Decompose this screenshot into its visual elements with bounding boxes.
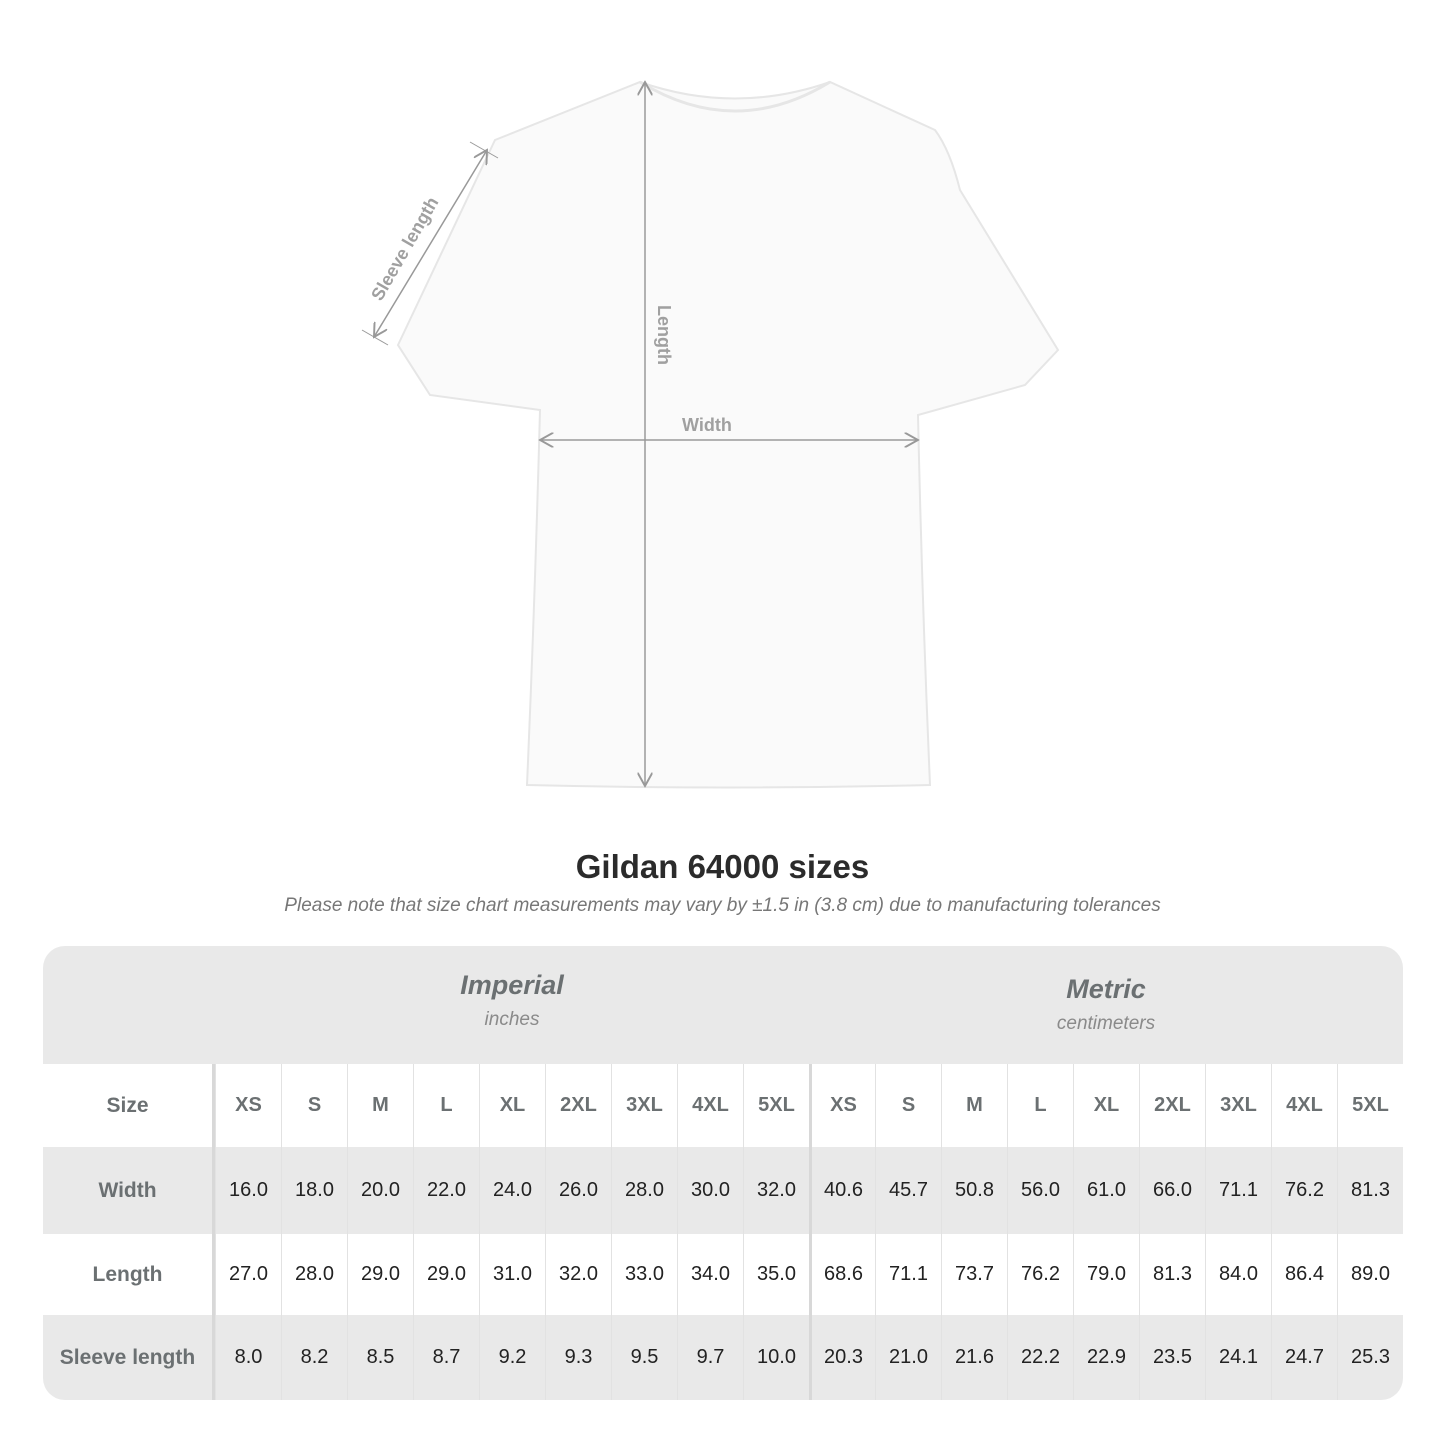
measurement-cell: 10.0	[743, 1315, 809, 1400]
page-title: Gildan 64000 sizes	[575, 848, 870, 885]
size-header-cell: 4XL	[1271, 1064, 1337, 1147]
measurement-cell: 66.0	[1139, 1147, 1205, 1234]
imperial-heading: Imperial	[460, 970, 564, 1000]
measurement-cell: 56.0	[1007, 1147, 1073, 1234]
size-table: Imperial inches Metric centimeters Size X…	[43, 946, 1403, 1400]
size-header-cell: XS	[215, 1064, 281, 1147]
length-label: Length	[654, 305, 674, 365]
measurement-cell: 9.7	[677, 1315, 743, 1400]
measurement-cell: 8.7	[413, 1315, 479, 1400]
size-header-cell: S	[875, 1064, 941, 1147]
measurement-cell: 73.7	[941, 1234, 1007, 1315]
measurement-cell: 18.0	[281, 1147, 347, 1234]
tolerance-note: Please note that size chart measurements…	[284, 895, 1161, 916]
measurement-cell: 23.5	[1139, 1315, 1205, 1400]
size-header-cell: L	[413, 1064, 479, 1147]
measurement-cell: 29.0	[347, 1234, 413, 1315]
sleeve-line	[374, 150, 487, 337]
size-header-cell: M	[347, 1064, 413, 1147]
measurement-cell: 71.1	[1205, 1147, 1271, 1234]
row-label: Width	[43, 1147, 215, 1234]
measurement-cell: 45.7	[875, 1147, 941, 1234]
measurement-cell: 40.6	[809, 1147, 875, 1234]
measurement-cell: 79.0	[1073, 1234, 1139, 1315]
measurement-cell: 16.0	[215, 1147, 281, 1234]
measurement-cell: 22.0	[413, 1147, 479, 1234]
measurement-cell: 32.0	[743, 1147, 809, 1234]
size-header-cell: 3XL	[1205, 1064, 1271, 1147]
measurement-cell: 25.3	[1337, 1315, 1403, 1400]
measurement-cell: 68.6	[809, 1234, 875, 1315]
measurement-cell: 28.0	[611, 1147, 677, 1234]
measurement-cell: 26.0	[545, 1147, 611, 1234]
table-row: Sleeve length 8.0 8.2 8.5 8.7 9.2 9.3 9.5 9.7 10.…	[43, 1315, 1403, 1400]
measurement-cell: 89.0	[1337, 1234, 1403, 1315]
measurement-cell: 30.0	[677, 1147, 743, 1234]
metric-unit: centimeters	[1056, 1013, 1156, 1034]
row-label: Sleeve length	[43, 1315, 215, 1400]
measurement-cell: 21.0	[875, 1315, 941, 1400]
size-header-cell: L	[1007, 1064, 1073, 1147]
size-header-cell: XL	[479, 1064, 545, 1147]
tshirt-diagram: Sleeve length Length Width	[361, 0, 1060, 789]
table-row: Width 16.0 18.0 20.0 22.0 24.0 26.0 28.0 30.0 32.…	[43, 1147, 1403, 1234]
imperial-unit: inches	[484, 1009, 540, 1030]
size-header-cell: 2XL	[545, 1064, 611, 1147]
measurement-cell: 76.2	[1007, 1234, 1073, 1315]
size-header-cell: 3XL	[611, 1064, 677, 1147]
metric-header: Metric centimeters	[809, 974, 1403, 1092]
imperial-header: Imperial inches	[215, 970, 809, 1088]
measurement-cell: 22.2	[1007, 1315, 1073, 1400]
size-header-cell: 2XL	[1139, 1064, 1205, 1147]
measurement-cell: 32.0	[545, 1234, 611, 1315]
measurement-cell: 24.7	[1271, 1315, 1337, 1400]
measurement-cell: 31.0	[479, 1234, 545, 1315]
row-label: Size	[43, 1064, 215, 1147]
size-header-cell: 5XL	[743, 1064, 809, 1147]
measurement-cell: 20.0	[347, 1147, 413, 1234]
size-header-row: Size XS S M L XL 2XL 3XL 4XL 5XL XS S M L XL 2XL 3XL 4XL 5…	[43, 1064, 1403, 1147]
measurement-cell: 9.5	[611, 1315, 677, 1400]
measurement-cell: 27.0	[215, 1234, 281, 1315]
measurement-cell: 28.0	[281, 1234, 347, 1315]
measurement-cell: 29.0	[413, 1234, 479, 1315]
measurement-cell: 21.6	[941, 1315, 1007, 1400]
size-header-cell: 4XL	[677, 1064, 743, 1147]
measurement-cell: 61.0	[1073, 1147, 1139, 1234]
size-header-cell: M	[941, 1064, 1007, 1147]
measurement-cell: 33.0	[611, 1234, 677, 1315]
table-row: Length 27.0 28.0 29.0 29.0 31.0 32.0 33.0 34.0 35…	[43, 1234, 1403, 1315]
measurement-cell: 76.2	[1271, 1147, 1337, 1234]
measurement-cell: 81.3	[1337, 1147, 1403, 1234]
measurement-cell: 8.0	[215, 1315, 281, 1400]
size-header-cell: XS	[809, 1064, 875, 1147]
measurement-cell: 35.0	[743, 1234, 809, 1315]
measurement-cell: 24.0	[479, 1147, 545, 1234]
measurement-cell: 34.0	[677, 1234, 743, 1315]
measurement-cell: 9.3	[545, 1315, 611, 1400]
measurement-cell: 22.9	[1073, 1315, 1139, 1400]
size-header-cell: 5XL	[1337, 1064, 1403, 1147]
measurement-cell: 8.5	[347, 1315, 413, 1400]
measurement-cell: 71.1	[875, 1234, 941, 1315]
measurement-cell: 24.1	[1205, 1315, 1271, 1400]
size-header-cell: S	[281, 1064, 347, 1147]
metric-heading: Metric	[1066, 974, 1146, 1004]
size-header-cell: XL	[1073, 1064, 1139, 1147]
measurement-cell: 86.4	[1271, 1234, 1337, 1315]
width-label: Width	[682, 415, 732, 435]
measurement-cell: 8.2	[281, 1315, 347, 1400]
collar	[639, 80, 831, 113]
measurement-cell: 81.3	[1139, 1234, 1205, 1315]
measurement-cell: 20.3	[809, 1315, 875, 1400]
row-label: Length	[43, 1234, 215, 1315]
measurement-cell: 9.2	[479, 1315, 545, 1400]
measurement-cell: 50.8	[941, 1147, 1007, 1234]
measurement-cell: 84.0	[1205, 1234, 1271, 1315]
